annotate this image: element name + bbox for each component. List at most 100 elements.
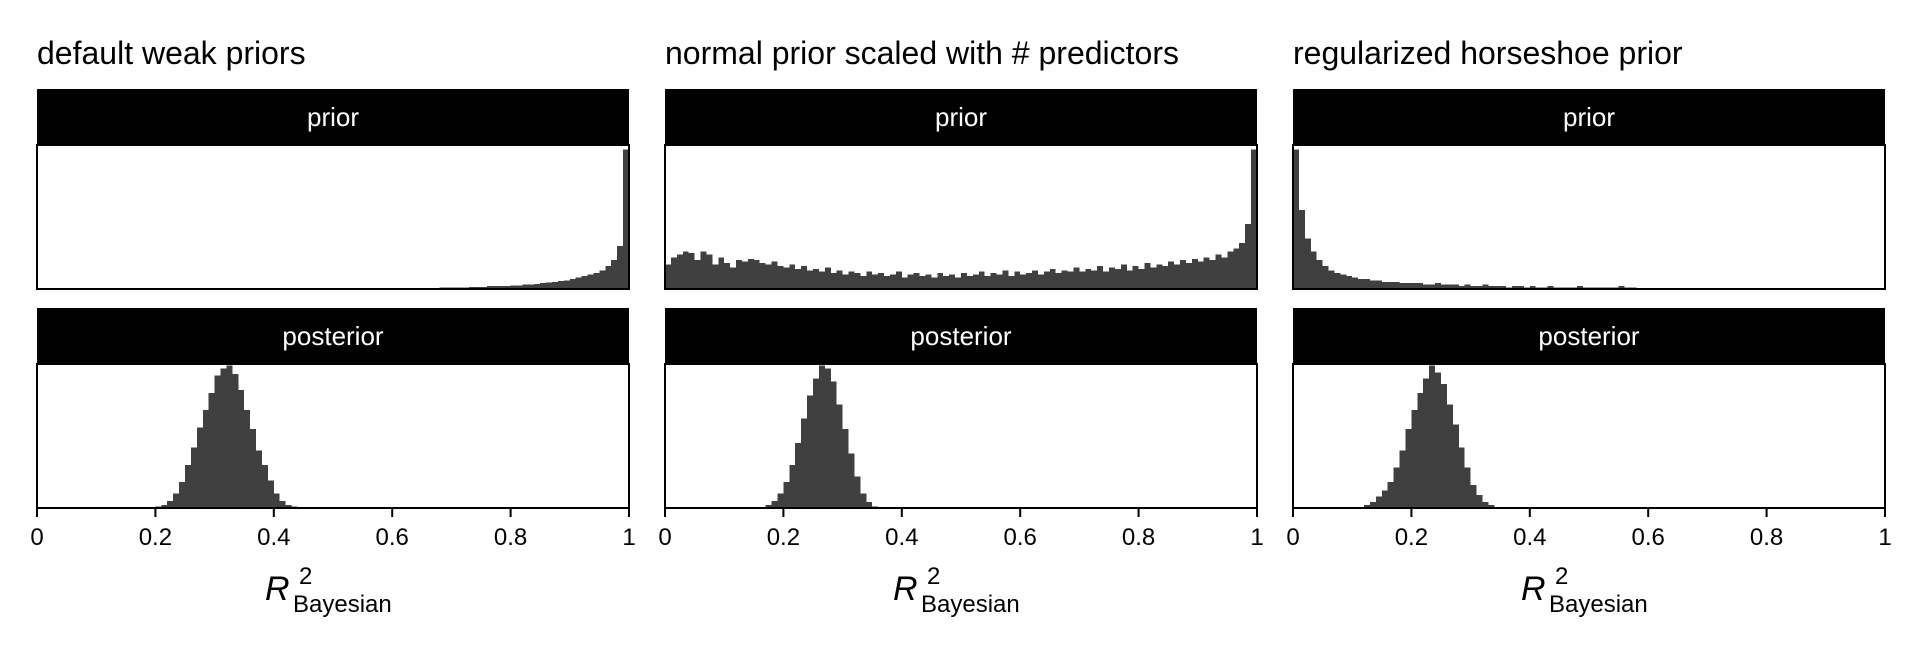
histogram-bar <box>161 505 168 508</box>
strip-background <box>37 308 629 364</box>
histogram-bar <box>913 273 920 289</box>
histogram-bar <box>202 410 209 508</box>
histogram-bar <box>1381 490 1388 508</box>
histogram-bar <box>961 273 967 289</box>
histogram-bar <box>1618 286 1625 289</box>
histogram-bar <box>1364 505 1370 508</box>
histogram-bar <box>759 263 766 289</box>
histogram-bar <box>943 276 950 289</box>
histogram-bar <box>1517 286 1524 289</box>
histogram-bar <box>214 375 221 508</box>
histogram-bar <box>1245 224 1252 289</box>
x-tick-label: 0.8 <box>1122 524 1155 551</box>
histogram-bar <box>540 283 547 289</box>
histogram-bar <box>795 443 802 508</box>
strip-label: posterior <box>910 321 1011 351</box>
histogram-bar <box>1209 260 1216 289</box>
plot-frame <box>36 144 630 290</box>
histogram-bar <box>1358 278 1365 289</box>
histogram-bar <box>546 282 553 289</box>
panel-title: normal prior scaled with # predictors <box>665 35 1179 71</box>
histogram-bar <box>575 277 582 289</box>
histogram-bar <box>736 260 742 289</box>
histogram-bar <box>848 453 855 508</box>
histogram-bar <box>1227 251 1234 289</box>
histogram-bar <box>611 260 618 289</box>
histogram-bar <box>1405 283 1412 289</box>
x-tick-label: 0.6 <box>1004 524 1037 551</box>
histogram-bar <box>813 268 819 289</box>
histogram-bar <box>1197 261 1204 289</box>
histogram-bar <box>469 286 476 289</box>
histogram-bar <box>795 268 802 289</box>
histogram-bar <box>1091 270 1098 289</box>
histogram-bar <box>919 276 926 289</box>
histogram-bar <box>830 381 837 508</box>
histogram-bar <box>984 276 991 289</box>
histogram-bar <box>190 447 197 508</box>
histogram-bar <box>617 245 624 289</box>
histogram-bars <box>1293 149 1885 289</box>
histogram-bar <box>694 260 701 289</box>
posterior-facet: posterior <box>36 308 630 509</box>
histogram-bar <box>552 281 558 289</box>
histogram-bar <box>1310 251 1317 289</box>
x-axis-title-sup: 2 <box>927 563 940 590</box>
plot-frame <box>1292 144 1886 290</box>
histogram-bar <box>1233 248 1240 289</box>
histogram-bar <box>623 149 629 289</box>
histogram-bar <box>1458 447 1465 508</box>
histogram-bar <box>1417 283 1424 289</box>
histogram-bar <box>996 274 1003 289</box>
histogram-bar <box>1073 267 1080 289</box>
histogram-bar <box>1049 268 1056 289</box>
histogram-bar <box>807 270 813 289</box>
histogram-bar <box>1334 273 1341 289</box>
panel-3: regularized horseshoe prior prior posterio… <box>1286 35 1891 618</box>
histogram-bar <box>1239 242 1246 289</box>
histogram-bars <box>665 149 1257 289</box>
histogram-bar <box>528 284 535 289</box>
histogram-bar <box>789 264 796 289</box>
strip-label: prior <box>1563 102 1615 132</box>
histogram-bar <box>1369 280 1376 289</box>
histogram-bar <box>937 273 944 289</box>
histogram-bar <box>1452 284 1459 289</box>
histogram-bar <box>1476 286 1483 289</box>
histogram-bar <box>931 277 938 289</box>
plot-frame <box>36 363 630 509</box>
histogram-bar <box>593 273 600 289</box>
histogram-bar <box>1180 260 1186 289</box>
histogram-bar <box>1393 467 1400 508</box>
histogram-bar <box>978 271 985 289</box>
histogram-bar <box>1423 284 1430 289</box>
histogram-bar <box>1547 286 1554 289</box>
histogram-bar <box>771 500 778 508</box>
histogram-bar <box>1464 284 1471 289</box>
histogram-bar <box>486 286 493 289</box>
histogram-bar <box>1393 281 1400 289</box>
histogram-bar <box>1144 263 1151 289</box>
histogram-bar <box>1316 260 1323 289</box>
x-tick-label: 0.6 <box>1632 524 1665 551</box>
histogram-bar <box>273 493 280 508</box>
histogram-bar <box>1097 265 1104 289</box>
histogram-bar <box>285 505 292 508</box>
x-axis-title-main: R <box>265 570 290 608</box>
histogram-bar <box>783 482 790 508</box>
histogram-bar <box>1446 404 1453 508</box>
prior-facet: prior <box>1292 89 1886 290</box>
x-tick-label: 1 <box>1878 524 1891 551</box>
histogram-bar <box>789 464 796 508</box>
strip-background <box>1293 89 1885 145</box>
histogram-bar <box>1156 264 1163 289</box>
histogram-bar <box>860 276 867 289</box>
histogram-bar <box>718 257 725 289</box>
histogram-bar <box>1435 283 1441 289</box>
histogram-bar <box>1577 286 1584 289</box>
histogram-bar <box>1067 271 1074 289</box>
histogram-bar <box>801 265 808 289</box>
strip-background <box>665 89 1257 145</box>
plot-frame <box>664 144 1258 290</box>
